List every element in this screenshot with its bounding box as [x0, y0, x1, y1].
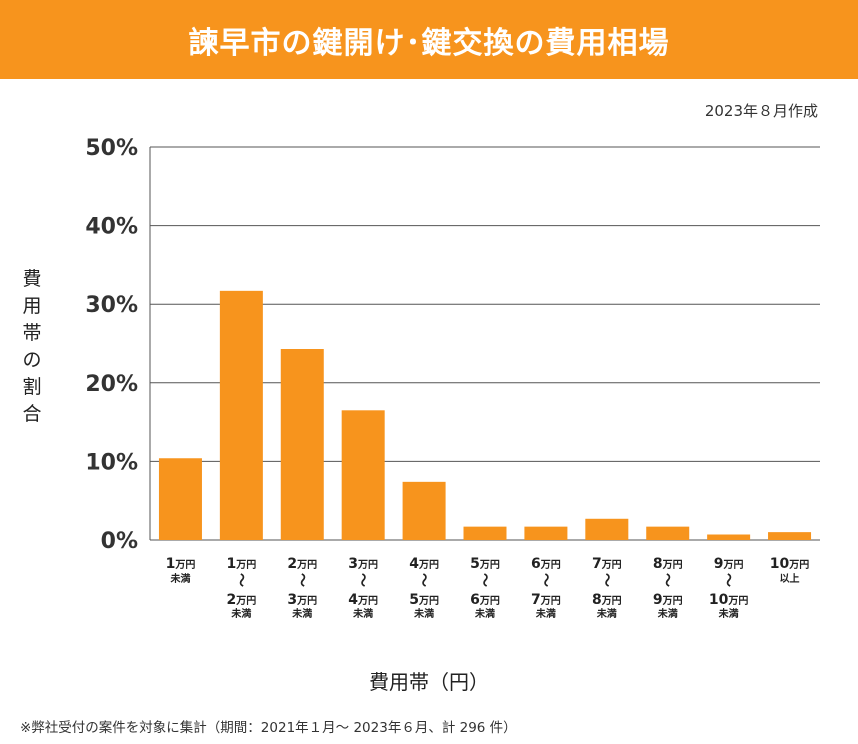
- x-tick-label: 2万円: [287, 556, 317, 572]
- bar: [768, 532, 812, 540]
- y-tick-label: 0%: [101, 529, 138, 554]
- x-tick-range-mark: ～: [354, 573, 370, 587]
- bar: [585, 518, 629, 540]
- x-tick-range-mark: ～: [537, 573, 553, 587]
- x-tick-label-upper: 10万円: [709, 592, 748, 608]
- y-axis-label-char: 費: [22, 268, 42, 290]
- x-tick-label-suffix: 未満: [535, 607, 556, 620]
- x-tick-label-upper: 3万円: [287, 592, 317, 608]
- footnote: ※弊社受付の案件を対象に集計（期間：2021年１月～ 2023年６月、計 296…: [20, 720, 517, 736]
- x-tick-label-suffix: 未満: [169, 572, 190, 585]
- creation-date: 2023年８月作成: [704, 102, 818, 120]
- x-tick-range-mark: ～: [598, 573, 614, 587]
- x-tick-label-suffix: 未満: [718, 607, 739, 620]
- x-tick-range-mark: ～: [720, 573, 736, 587]
- bar: [158, 458, 202, 540]
- x-tick-label-suffix: 未満: [413, 607, 434, 620]
- bar: [280, 349, 324, 540]
- x-tick-range-mark: ～: [232, 573, 248, 587]
- bar: [402, 481, 446, 540]
- x-tick-label-suffix: 未満: [230, 607, 251, 620]
- x-axis-label: 費用帯（円）: [369, 670, 489, 694]
- x-tick-label-suffix: 未満: [657, 607, 678, 620]
- x-tick-label: 4万円: [409, 556, 439, 572]
- y-tick-label: 50%: [85, 136, 138, 161]
- x-tick-range-mark: ～: [659, 573, 675, 587]
- y-axis-label-char: 用: [22, 295, 42, 317]
- chart-title-banner: 諫早市の鍵開け･鍵交換の費用相場: [0, 0, 858, 79]
- x-tick-label-upper: 7万円: [531, 592, 561, 608]
- x-tick-label-upper: 8万円: [592, 592, 622, 608]
- x-tick-label-suffix: 未満: [291, 607, 312, 620]
- x-tick-label: 7万円: [592, 556, 622, 572]
- x-tick-label-suffix: 未満: [474, 607, 495, 620]
- x-tick-label-upper: 5万円: [409, 592, 439, 608]
- x-tick-label-suffix: 未満: [596, 607, 617, 620]
- x-tick-label-suffix: 未満: [352, 607, 373, 620]
- x-tick-label: 1万円: [166, 556, 196, 572]
- bar: [219, 290, 263, 540]
- x-tick-label: 6万円: [531, 556, 561, 572]
- bar: [646, 526, 690, 540]
- x-tick-label-upper: 6万円: [470, 592, 500, 608]
- y-tick-label: 20%: [85, 372, 138, 397]
- x-tick-label: 3万円: [348, 556, 378, 572]
- x-tick-label: 8万円: [653, 556, 683, 572]
- x-tick-label: 9万円: [714, 556, 744, 572]
- chart-title: 諫早市の鍵開け･鍵交換の費用相場: [188, 25, 670, 61]
- y-axis-label: 費用帯の割合: [20, 266, 44, 428]
- y-tick-label: 40%: [85, 215, 138, 240]
- y-tick-label: 10%: [85, 450, 138, 475]
- x-tick-range-mark: ～: [415, 573, 431, 587]
- bar: [707, 534, 751, 540]
- y-axis-label-char: の: [22, 349, 42, 371]
- x-tick-label-upper: 2万円: [226, 592, 256, 608]
- x-tick-label-upper: 9万円: [653, 592, 683, 608]
- bar-chart: 0%10%20%30%40%50%1万円未満1万円～2万円未満2万円～3万円未満…: [85, 136, 820, 620]
- x-tick-range-mark: ～: [476, 573, 492, 587]
- x-tick-label-upper: 4万円: [348, 592, 378, 608]
- y-axis-label-char: 合: [22, 403, 42, 425]
- x-tick-label: 1万円: [226, 556, 256, 572]
- x-tick-label-suffix: 以上: [780, 572, 800, 585]
- x-tick-range-mark: ～: [293, 573, 309, 587]
- y-axis-label-char: 帯: [22, 322, 42, 344]
- y-tick-label: 30%: [85, 293, 138, 318]
- bar: [463, 526, 507, 540]
- x-tick-label: 5万円: [470, 556, 500, 572]
- y-axis-label-char: 割: [22, 376, 42, 398]
- bar: [341, 410, 385, 540]
- bar: [524, 526, 568, 540]
- x-tick-label: 10万円: [770, 556, 809, 572]
